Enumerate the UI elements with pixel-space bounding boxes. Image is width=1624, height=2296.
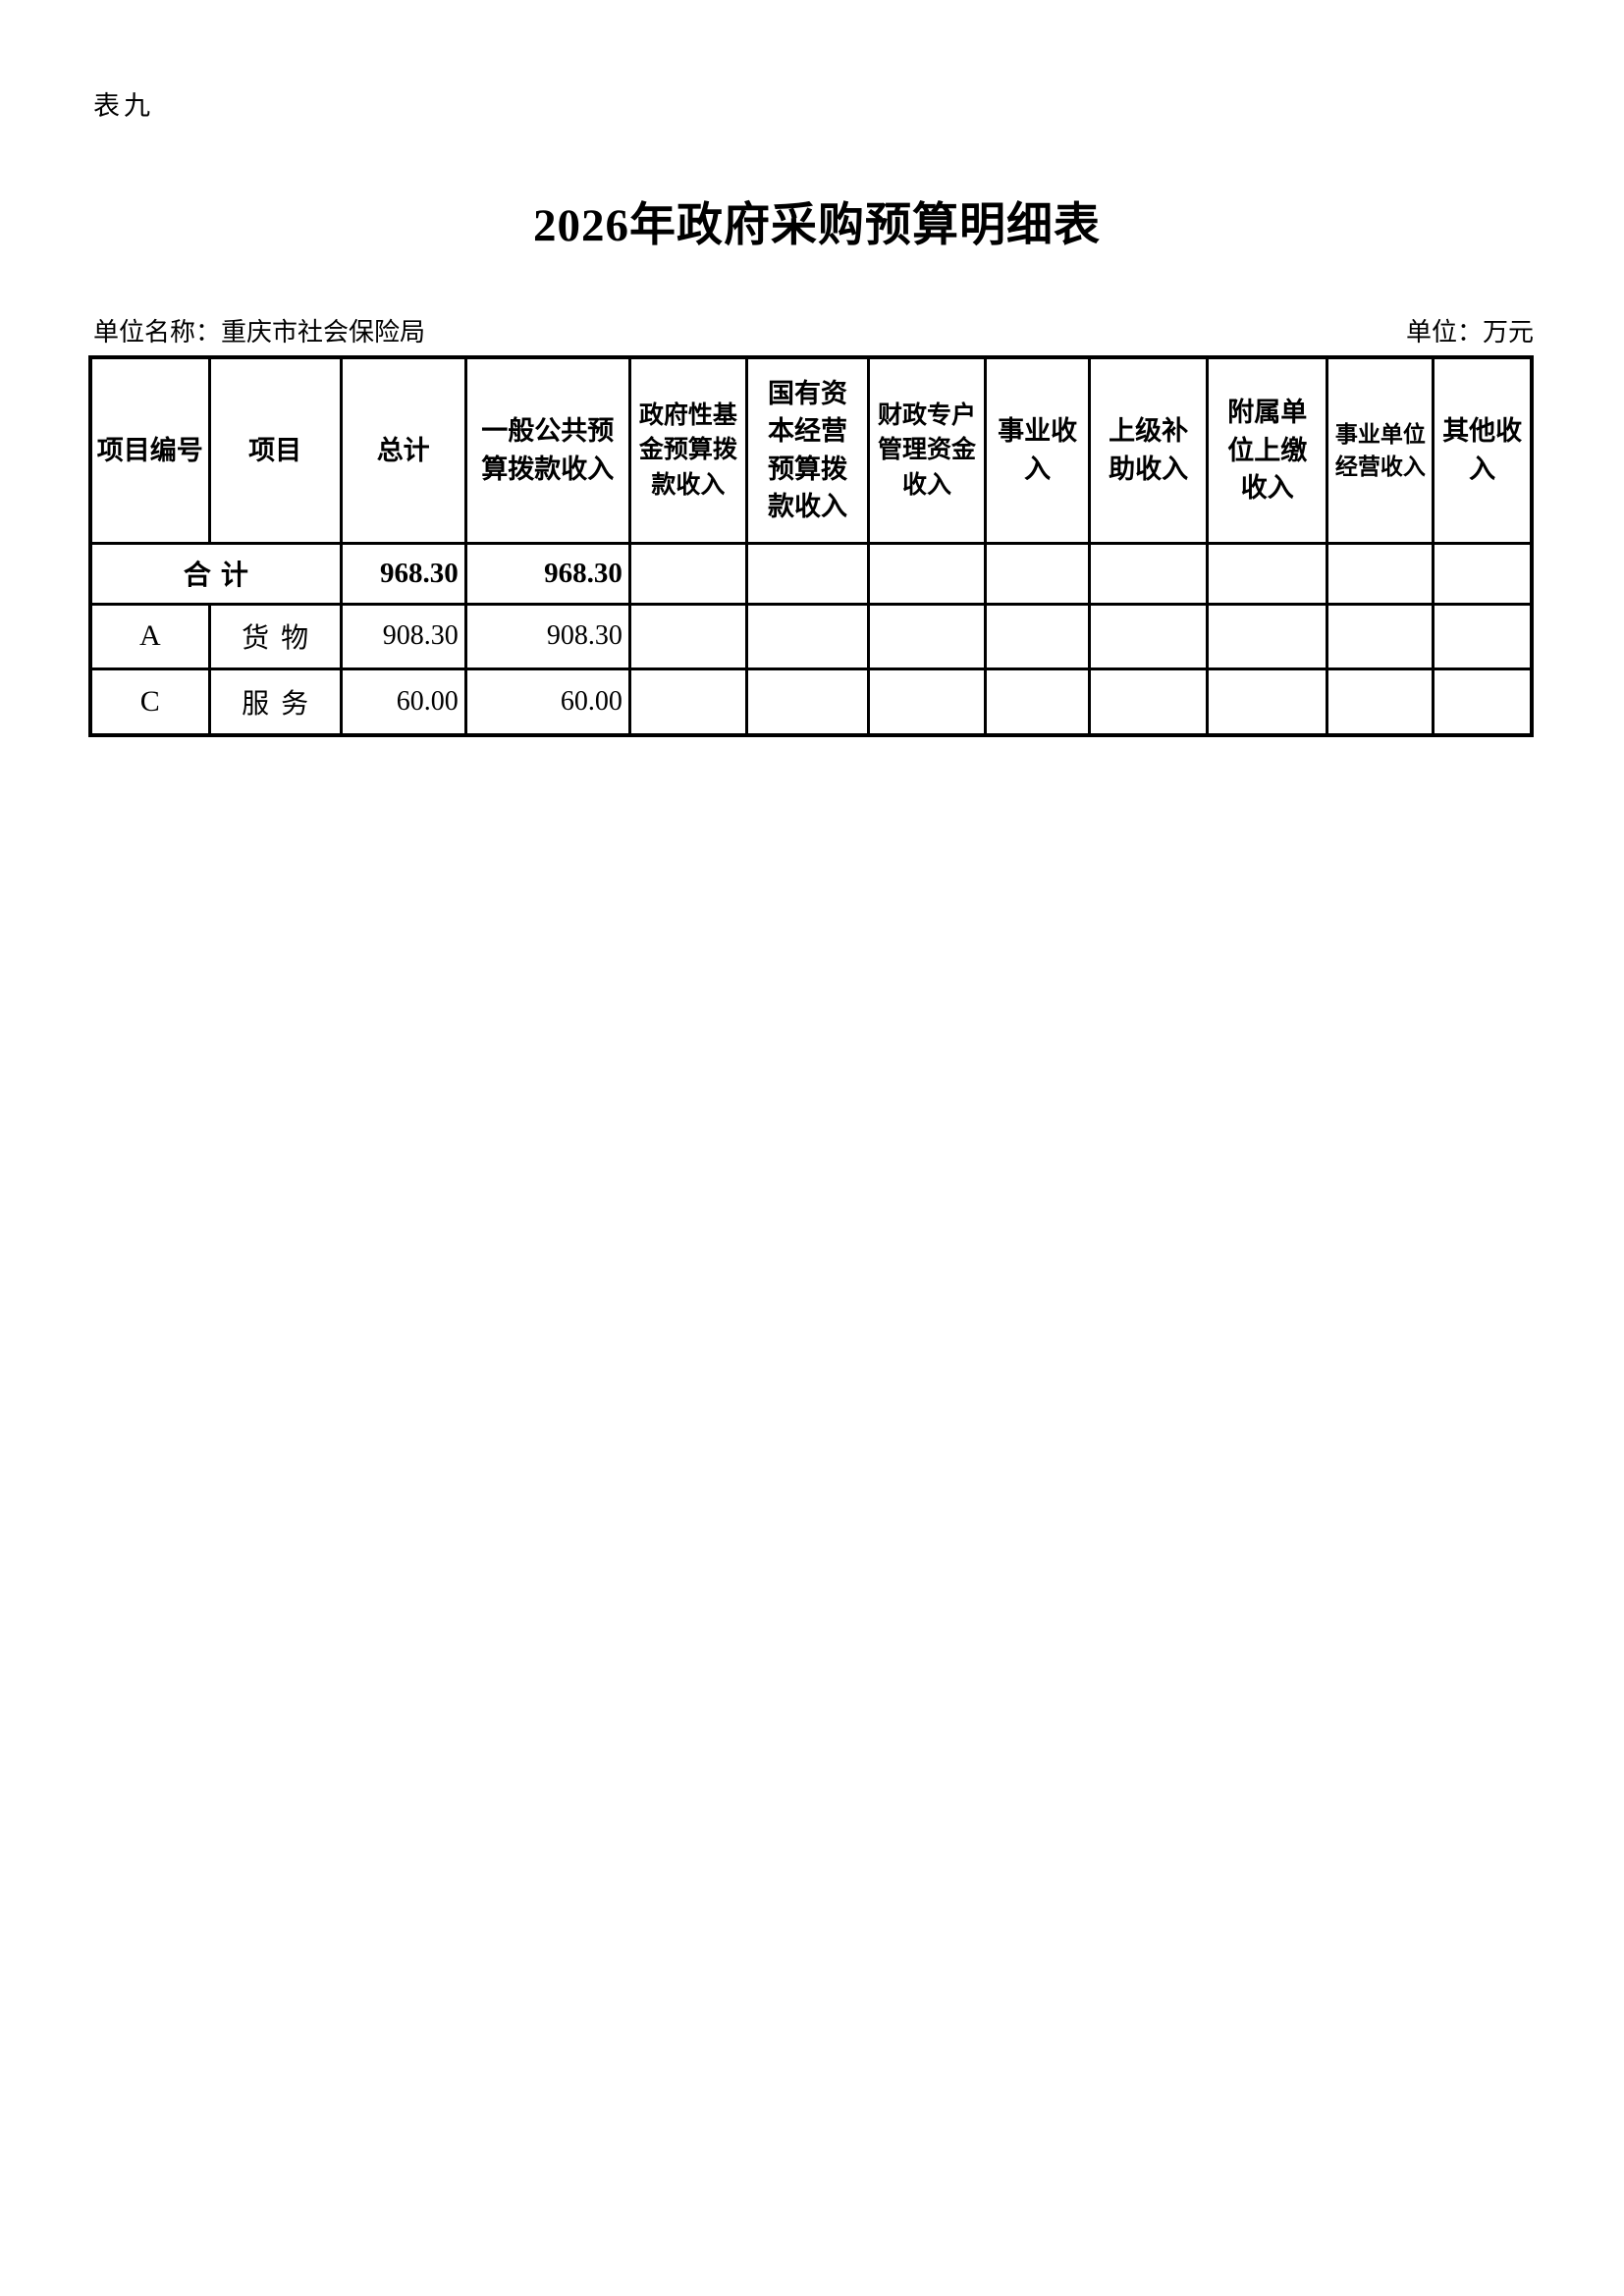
unit-info-row: 单位名称：重庆市社会保险局 单位：万元 (93, 312, 1534, 348)
empty-cell (1326, 541, 1435, 606)
header-superior-subsidy-income: 上级补 助收入 (1088, 355, 1210, 545)
empty-cell (984, 541, 1092, 606)
item-name-cell: 服务 (207, 667, 343, 737)
empty-cell (1088, 602, 1210, 670)
sheet-number-label: 表九 (93, 91, 154, 121)
total-label-cell: 合计 (88, 541, 343, 606)
header-other-income: 其他收 入 (1432, 355, 1534, 545)
header-item-code: 项目编号 (88, 355, 211, 545)
table-header-row: 项目编号 项目 总计 一般公共预 算拨款收入 政府性基 金预算拨 款收入 国有资… (88, 355, 1534, 545)
table-row-services: C 服务 60.00 60.00 (88, 667, 1534, 737)
empty-cell (1432, 541, 1534, 606)
empty-cell (627, 541, 748, 606)
procurement-budget-table: 项目编号 项目 总计 一般公共预 算拨款收入 政府性基 金预算拨 款收入 国有资… (88, 355, 1534, 737)
header-institution-operating-income: 事业单位 经营收入 (1326, 355, 1435, 545)
empty-cell (1206, 667, 1329, 737)
empty-cell (744, 667, 871, 737)
header-fiscal-account-funds-income: 财政专户 管理资金 收入 (866, 355, 988, 545)
table-row-goods: A 货物 908.30 908.30 (88, 602, 1534, 670)
header-item: 项目 (207, 355, 343, 545)
empty-cell (1088, 541, 1210, 606)
goods-total-cell: 908.30 (339, 602, 467, 670)
empty-cell (1206, 541, 1329, 606)
services-total-cell: 60.00 (339, 667, 467, 737)
empty-cell (627, 602, 748, 670)
goods-general-budget-cell: 908.30 (463, 602, 631, 670)
header-affiliated-unit-payment-income: 附属单 位上缴 收入 (1206, 355, 1329, 545)
empty-cell (1326, 667, 1435, 737)
empty-cell (744, 602, 871, 670)
empty-cell (984, 667, 1092, 737)
empty-cell (866, 541, 988, 606)
empty-cell (744, 541, 871, 606)
empty-cell (1326, 602, 1435, 670)
empty-cell (866, 602, 988, 670)
unit-name-label: 单位名称：重庆市社会保险局 (93, 318, 426, 347)
item-code-cell: A (88, 602, 211, 670)
empty-cell (1206, 602, 1329, 670)
header-general-public-budget-income: 一般公共预 算拨款收入 (463, 355, 631, 545)
table-row-total: 合计 968.30 968.30 (88, 541, 1534, 606)
header-state-capital-budget-income: 国有资 本经营 预算拨 款收入 (744, 355, 871, 545)
empty-cell (1432, 602, 1534, 670)
header-govt-fund-budget-income: 政府性基 金预算拨 款收入 (627, 355, 748, 545)
page-title: 2026年政府采购预算明细表 (533, 200, 1101, 251)
empty-cell (984, 602, 1092, 670)
currency-unit-label: 单位：万元 (1405, 318, 1534, 347)
empty-cell (866, 667, 988, 737)
header-business-income: 事业收 入 (984, 355, 1092, 545)
header-total: 总计 (339, 355, 467, 545)
item-name-cell: 货物 (207, 602, 343, 670)
services-general-budget-cell: 60.00 (463, 667, 631, 737)
empty-cell (1432, 667, 1534, 737)
total-general-budget-cell: 968.30 (463, 541, 631, 606)
empty-cell (1088, 667, 1210, 737)
total-sum-cell: 968.30 (339, 541, 467, 606)
item-code-cell: C (88, 667, 211, 737)
empty-cell (627, 667, 748, 737)
